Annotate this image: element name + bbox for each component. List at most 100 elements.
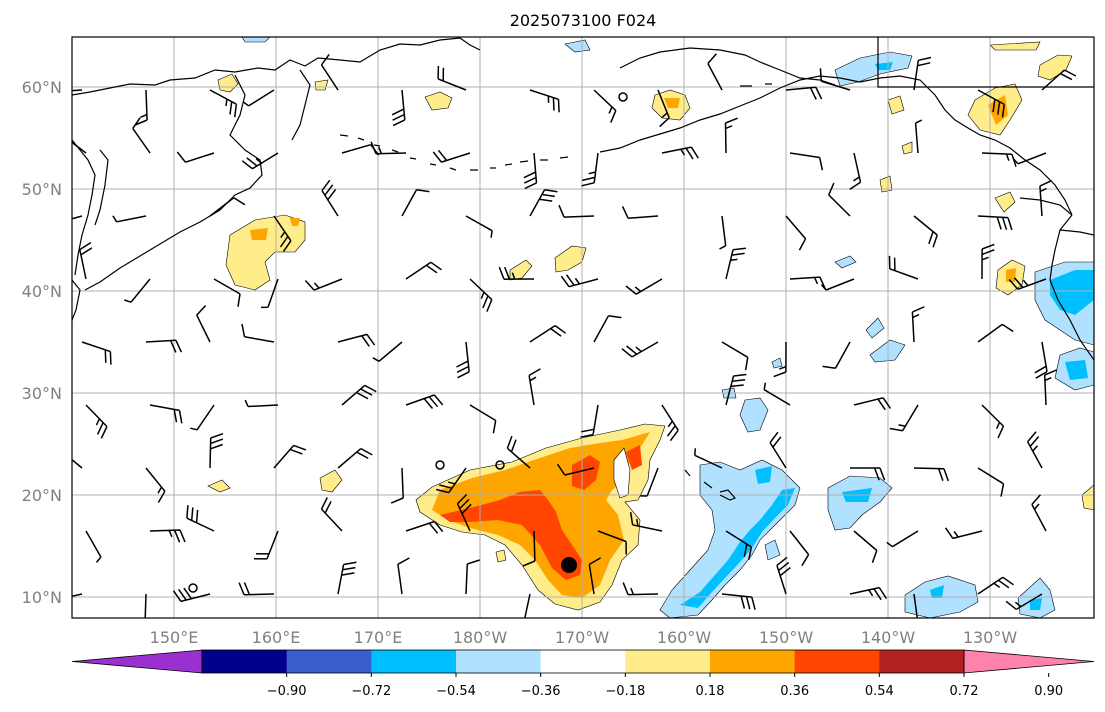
wind-barb xyxy=(593,314,622,343)
wind-barb xyxy=(694,448,723,469)
wind-barb xyxy=(72,458,83,469)
wind-barb xyxy=(913,215,938,248)
wind-barbs xyxy=(72,53,1077,618)
map-panel xyxy=(72,37,1094,618)
wind-barb xyxy=(72,89,83,92)
colorbar-bin xyxy=(879,650,965,673)
wind-barb xyxy=(1039,179,1053,217)
wind-barb xyxy=(593,89,617,123)
wind-barb xyxy=(320,53,339,91)
wind-barb xyxy=(849,152,862,191)
wind-barb xyxy=(437,65,467,91)
colorbar-bin xyxy=(202,650,288,673)
wind-barb xyxy=(886,530,919,548)
wind-barb xyxy=(820,278,855,291)
colorbar-bin xyxy=(286,650,372,673)
wind-barb xyxy=(337,447,373,469)
wind-barb xyxy=(124,278,151,303)
wind-barb xyxy=(719,215,727,250)
colorbar-tick-label: −0.90 xyxy=(267,684,307,699)
wind-barb xyxy=(144,593,147,618)
wind-barb xyxy=(469,278,493,312)
wind-barb xyxy=(914,119,923,154)
wind-barb xyxy=(209,197,246,217)
wind-barb xyxy=(977,215,1013,231)
colorbar-tick-label: −0.72 xyxy=(351,684,391,699)
lon-label: 150°W xyxy=(759,628,814,647)
wind-barb xyxy=(785,86,823,100)
wind-barb xyxy=(85,404,108,439)
wind-barb xyxy=(253,530,279,560)
lon-label: 140°W xyxy=(861,628,916,647)
wind-barb xyxy=(529,189,558,217)
colorbar: −0.90 −0.72 −0.54 −0.36 −0.18 0.18 0.36 0.54 0.7… xyxy=(71,649,1095,699)
lat-label: 50°N xyxy=(22,180,62,199)
lat-label: 60°N xyxy=(22,78,62,97)
wind-barb xyxy=(172,587,211,603)
wind-barb xyxy=(522,530,536,567)
wind-barb xyxy=(1031,494,1047,532)
wind-barb xyxy=(304,278,343,291)
wind-barb xyxy=(405,394,444,409)
wind-barb xyxy=(528,368,541,406)
wind-barb xyxy=(850,467,886,481)
wind-barb xyxy=(725,247,746,280)
lon-label: 170°W xyxy=(555,628,610,647)
wind-barb xyxy=(560,274,599,288)
wind-barb xyxy=(558,204,595,218)
wind-barb xyxy=(176,151,215,163)
colorbar-tick-label: −0.54 xyxy=(436,684,476,699)
wind-barb xyxy=(209,89,238,118)
lon-label: 170°E xyxy=(354,628,403,647)
wind-barb xyxy=(977,323,1014,343)
colorbar-bin xyxy=(540,650,626,673)
lon-label: 130°W xyxy=(963,628,1018,647)
wind-barb xyxy=(469,404,497,434)
wind-barb xyxy=(1041,69,1077,91)
wind-barb xyxy=(390,467,404,504)
wind-barb xyxy=(622,582,659,596)
wind-barb xyxy=(81,341,112,365)
wind-barb xyxy=(822,341,851,369)
colorbar-bin xyxy=(456,650,542,673)
wind-barb xyxy=(273,444,307,469)
wind-barb xyxy=(456,341,470,379)
wind-barb xyxy=(580,404,599,438)
wind-barb xyxy=(977,89,1006,118)
wind-barb xyxy=(238,582,275,596)
colorbar-tick-label: 0.72 xyxy=(950,684,979,699)
wind-barb xyxy=(341,384,377,406)
wind-barb xyxy=(853,397,892,411)
lat-label: 10°N xyxy=(22,588,62,607)
wind-barb xyxy=(372,341,403,362)
wind-barb xyxy=(337,561,357,595)
wind-barb xyxy=(911,306,925,343)
wind-barb xyxy=(597,530,627,555)
wind-barb xyxy=(72,593,83,598)
wind-barb xyxy=(725,530,753,560)
wind-barb xyxy=(725,373,747,406)
wind-barb xyxy=(981,243,995,280)
wind-barb xyxy=(273,215,292,252)
wind-barb xyxy=(789,530,810,567)
wind-barb xyxy=(853,530,878,563)
wind-barb xyxy=(320,497,343,532)
wind-barb xyxy=(1012,152,1047,165)
colorbar-extend-low xyxy=(71,649,203,674)
wind-barb xyxy=(260,278,279,309)
wind-barb xyxy=(661,404,679,442)
wind-barb xyxy=(828,182,851,217)
wind-barb xyxy=(977,576,1014,595)
colorbar-bin xyxy=(371,650,457,673)
lat-label: 40°N xyxy=(22,282,62,301)
colorbar-tick-label: 0.36 xyxy=(780,684,809,699)
wind-barb xyxy=(977,467,1005,497)
colorbar-bin xyxy=(710,650,796,673)
latitude-labels: 60°N 50°N 40°N 30°N 20°N 10°N xyxy=(22,78,62,607)
wind-barb xyxy=(640,467,659,497)
wind-barb xyxy=(72,141,87,154)
lon-label: 160°E xyxy=(252,628,301,647)
lat-label: 20°N xyxy=(22,486,62,505)
wind-barb xyxy=(529,89,560,113)
